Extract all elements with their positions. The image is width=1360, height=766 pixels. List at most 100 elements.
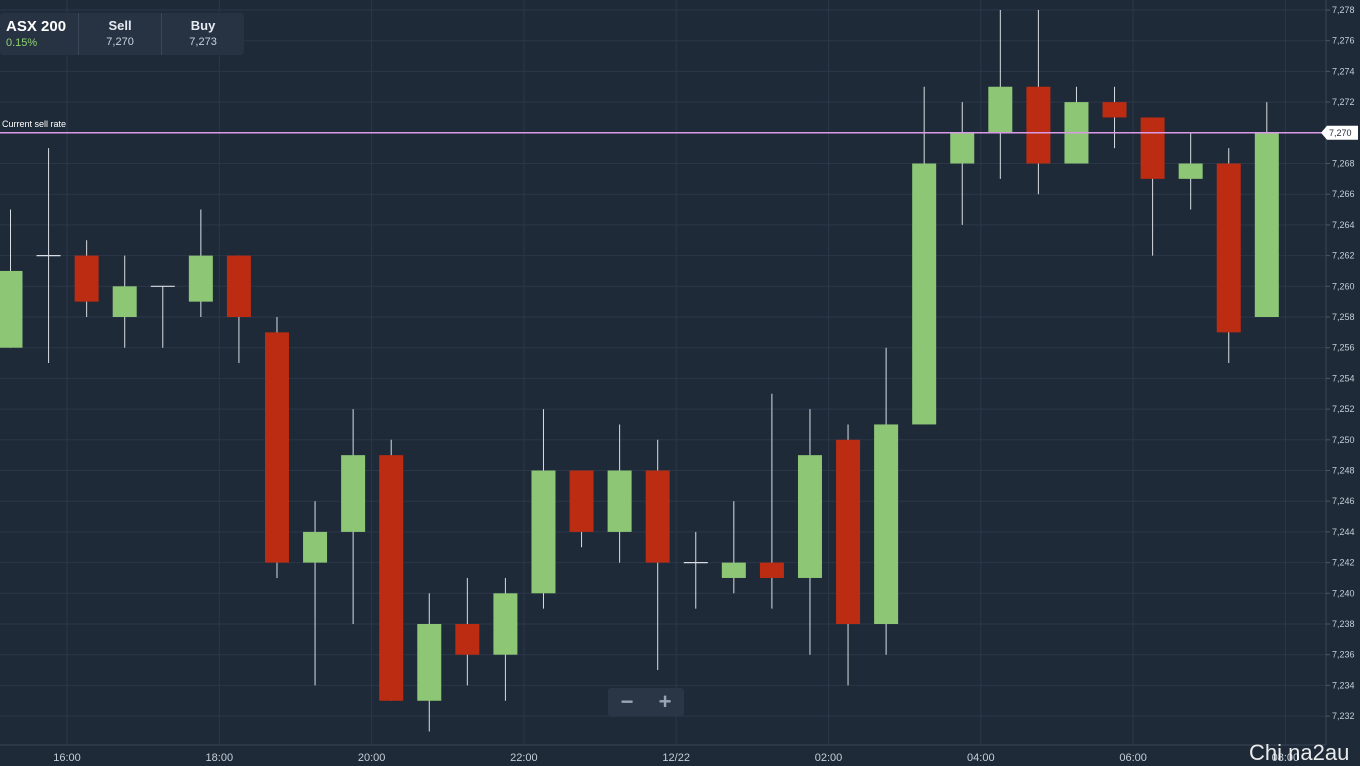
y-tick-label: 7,256 [1332,343,1355,353]
zoom-out-button[interactable]: − [620,689,634,714]
buy-label: Buy [190,18,216,33]
x-tick-label: 20:00 [358,752,386,764]
y-tick-label: 7,246 [1332,496,1355,506]
watermark: Chi na2au [1249,740,1350,765]
candle-body-down [836,439,861,624]
candle-body-down [1102,102,1127,118]
buy-value: 7,273 [189,36,217,48]
candle-body-up [417,624,442,701]
candle[interactable] [683,531,708,609]
y-tick-label: 7,250 [1332,435,1355,445]
y-tick-label: 7,254 [1332,373,1355,383]
x-tick-label: 06:00 [1119,752,1147,764]
candle[interactable] [607,424,632,563]
x-tick-label: 08:00 [1272,752,1300,764]
candle-body-up [112,286,137,317]
candle[interactable] [0,209,23,348]
candle-body-up [874,424,899,624]
candle[interactable] [379,439,404,701]
ticker-symbol: ASX 200 [6,18,67,35]
sell-label: Sell [108,18,132,33]
candle[interactable] [531,409,556,609]
candle[interactable] [1216,148,1241,364]
y-tick-label: 7,234 [1332,680,1355,690]
candle[interactable] [150,285,175,348]
candle-body-down [759,562,784,578]
candle-body-down [226,255,251,317]
candle[interactable] [950,102,975,225]
candle-body-up [988,86,1013,133]
candle-body-up [797,455,822,578]
candle[interactable] [36,148,61,364]
candle[interactable] [569,470,594,548]
candle[interactable] [645,439,670,671]
y-tick-label: 7,242 [1332,558,1355,568]
candle[interactable] [1102,86,1127,149]
candle[interactable] [341,409,366,624]
y-tick-label: 7,264 [1332,220,1355,230]
candle-body-down [1216,163,1241,333]
candle[interactable] [836,424,861,686]
current-sell-rate-tag: 7,270 [1321,125,1358,140]
candle-body-up [912,163,937,425]
candles [0,10,1279,732]
candle-body-up [493,593,518,655]
ticker-panel[interactable]: ASX 200 0.15% Sell 7,270 Buy 7,273 [0,13,245,55]
candle[interactable] [74,240,99,317]
y-tick-label: 7,266 [1332,189,1355,199]
ticker-change: 0.15% [6,37,38,49]
candle[interactable] [1064,86,1089,164]
candle-body-down [455,624,480,655]
y-tick-label: 7,236 [1332,650,1355,660]
candle-body-down [379,455,404,701]
candle-body-up [1254,132,1279,317]
zoom-controls: − + [608,688,684,716]
current-sell-rate-tag-value: 7,270 [1329,128,1352,138]
x-tick-label: 04:00 [967,752,995,764]
x-tick-label: 12/22 [662,752,690,764]
grid-lines [0,0,1326,745]
x-tick-label: 18:00 [206,752,234,764]
candle-body-down [1026,86,1051,164]
y-tick-label: 7,252 [1332,404,1355,414]
candle[interactable] [264,317,289,578]
candle-body-up [188,255,213,302]
candle-body-down [645,470,670,563]
x-axis-ticks: 16:00 18:00 20:00 22:00 12/22 02:00 04:00 06:00… [53,752,1299,764]
candle-body-up [341,455,366,532]
candle-body-up [303,531,328,563]
candle-body-up [950,132,975,164]
candle[interactable] [721,501,746,594]
candle[interactable] [455,577,480,686]
candle[interactable] [1254,102,1279,317]
candle[interactable] [188,209,213,317]
candle[interactable] [303,501,328,686]
candle-body-up [531,470,556,594]
candle[interactable] [874,347,899,655]
candle[interactable] [1140,117,1165,256]
candle[interactable] [493,577,518,701]
candle-body-down [74,255,99,302]
candle-body-down [569,470,594,532]
candle[interactable] [797,409,822,655]
candle[interactable] [1178,132,1203,210]
sell-price-cell[interactable]: Sell 7,270 [78,13,161,55]
candle[interactable] [759,393,784,609]
y-tick-label: 7,232 [1332,711,1355,721]
candle-body-up [607,470,632,532]
y-tick-label: 7,238 [1332,619,1355,629]
zoom-in-button[interactable]: + [658,689,672,714]
candle[interactable] [988,10,1013,179]
candle-body-down [264,332,289,563]
candle[interactable] [1026,10,1051,195]
sell-value: 7,270 [106,36,134,48]
y-tick-label: 7,258 [1332,312,1355,322]
candle[interactable] [112,255,137,348]
buy-price-cell[interactable]: Buy 7,273 [161,13,244,55]
candle-body-up [0,270,23,348]
candle-body-up [721,562,746,578]
candle[interactable] [226,255,251,364]
candle[interactable] [417,593,442,732]
candle[interactable] [912,86,937,425]
y-tick-label: 7,274 [1332,66,1355,76]
